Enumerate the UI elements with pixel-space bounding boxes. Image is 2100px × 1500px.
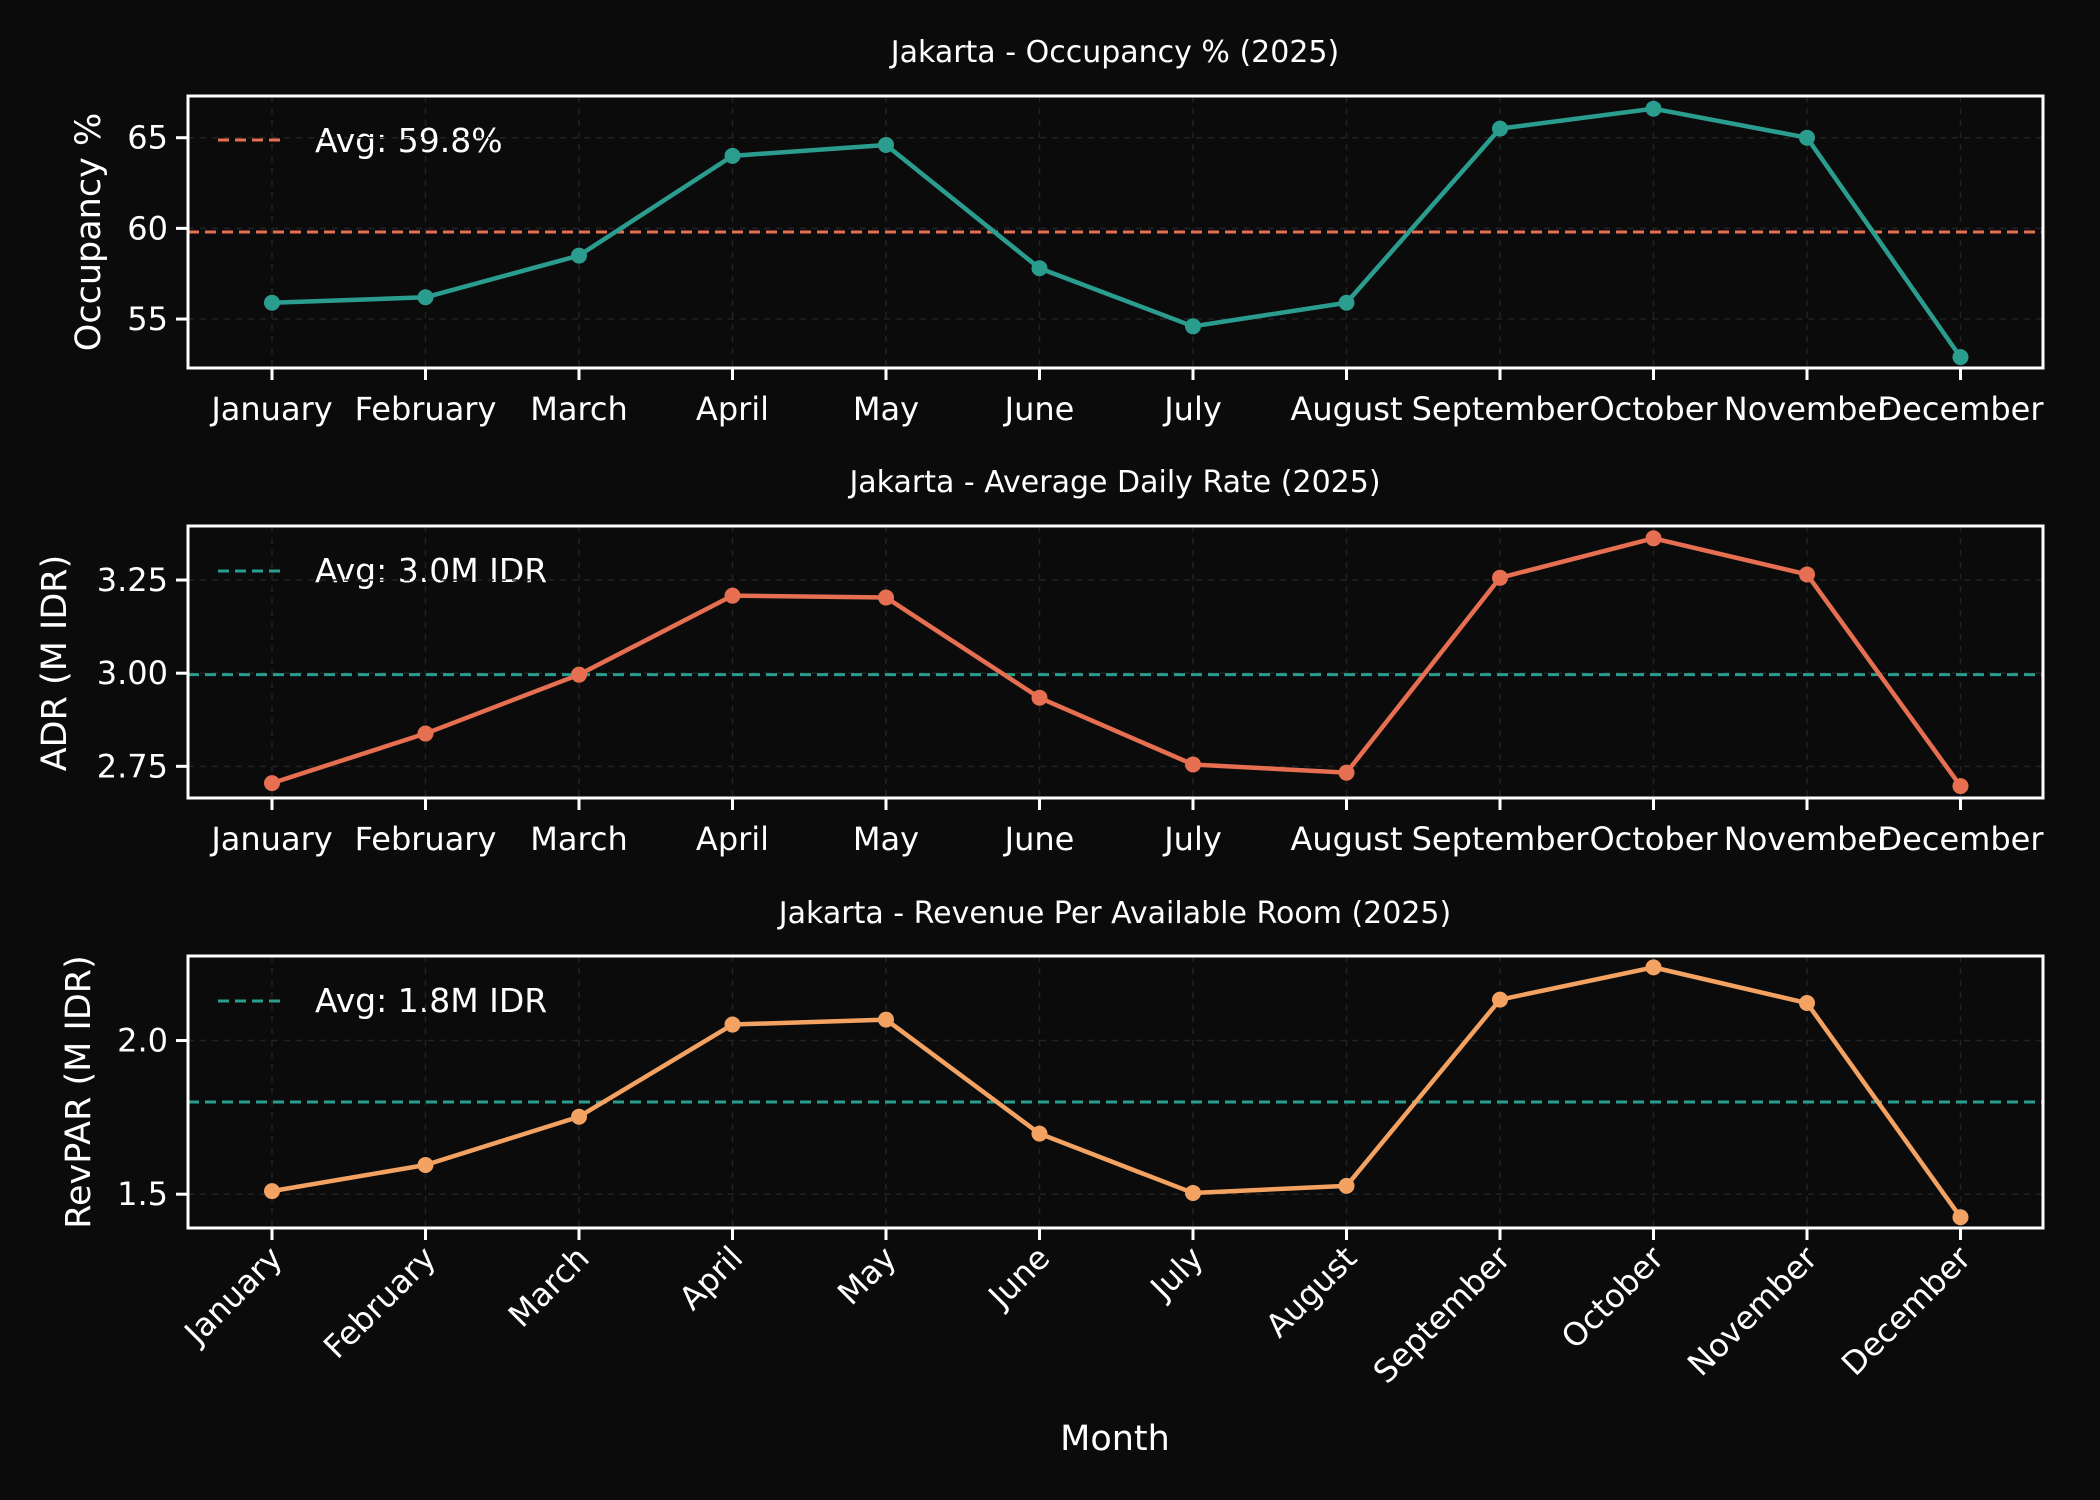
y-tick-label: 65	[127, 119, 168, 157]
adr-ylabel: ADR (M IDR)	[35, 555, 75, 772]
adr-panel: Jakarta - Average Daily Rate (2025) ADR …	[35, 465, 2045, 858]
data-point	[417, 725, 434, 742]
data-point	[1185, 318, 1201, 335]
plot-frame	[186, 954, 2045, 1230]
x-tick-label: April	[696, 390, 769, 428]
data-point	[1492, 991, 1508, 1008]
data-point	[571, 247, 587, 264]
data-point	[264, 294, 280, 311]
data-point	[1185, 756, 1201, 773]
x-tick-label: September	[1412, 820, 1590, 858]
x-tick-label: February	[355, 820, 497, 858]
data-point	[1185, 1184, 1201, 1201]
x-tick-label: February	[355, 390, 497, 428]
x-tick-label: June	[1003, 820, 1075, 858]
y-tick-label: 3.00	[97, 654, 168, 692]
data-point	[1799, 995, 1815, 1012]
data-point	[878, 589, 894, 606]
x-tick-label: January	[209, 390, 332, 428]
data-point	[1799, 129, 1815, 146]
data-point	[1952, 349, 1969, 366]
data-point	[1338, 764, 1355, 781]
x-tick-label: June	[1003, 390, 1075, 428]
y-tick-label: 55	[127, 300, 168, 338]
data-point	[1645, 530, 1662, 547]
data-point	[1492, 569, 1508, 586]
occupancy-title: Jakarta - Occupancy % (2025)	[889, 35, 1339, 70]
y-tick-label: 2.75	[97, 747, 168, 785]
data-point	[1338, 1177, 1355, 1194]
occupancy-legend-label: Avg: 59.8%	[315, 121, 503, 160]
x-tick-label: October	[1589, 390, 1718, 428]
x-tick-label: March	[530, 390, 628, 428]
x-tick-label: July	[1162, 390, 1222, 428]
adr-legend-label: Avg: 3.0M IDR	[315, 551, 547, 590]
data-point	[1492, 120, 1508, 137]
revpar-ylabel: RevPAR (M IDR)	[59, 955, 99, 1228]
data-point	[724, 147, 741, 164]
x-tick-label: May	[853, 820, 919, 858]
x-tick-label: January	[209, 820, 332, 858]
x-tick-label: March	[530, 820, 628, 858]
y-tick-label: 1.5	[117, 1175, 168, 1213]
data-point	[724, 587, 741, 604]
series-line	[271, 106, 1963, 359]
data-point	[571, 1108, 587, 1125]
data-point	[878, 136, 894, 153]
data-point	[878, 1011, 894, 1028]
y-tick-label: 60	[127, 209, 168, 247]
data-point	[724, 1016, 741, 1033]
x-tick-label: December	[1878, 390, 2045, 428]
data-point	[1952, 1209, 1969, 1226]
y-tick-label: 2.0	[117, 1022, 168, 1060]
x-axis-label: Month	[1060, 1419, 1170, 1459]
data-point	[1031, 689, 1048, 706]
x-tick-label: May	[853, 390, 919, 428]
adr-title: Jakarta - Average Daily Rate (2025)	[847, 465, 1380, 500]
x-tick-label: November	[1724, 390, 1891, 428]
data-point	[1031, 1125, 1048, 1142]
y-tick-label: 3.25	[97, 561, 168, 599]
x-tick-label: April	[696, 820, 769, 858]
data-point	[417, 289, 434, 306]
data-point	[1031, 260, 1048, 277]
x-tick-label: August	[1291, 390, 1403, 428]
data-point	[1338, 294, 1355, 311]
data-point	[1645, 100, 1662, 117]
data-point	[1645, 959, 1662, 976]
revpar-legend-label: Avg: 1.8M IDR	[315, 981, 547, 1020]
data-point	[264, 775, 280, 792]
series-line	[271, 536, 1963, 788]
x-tick-label: September	[1412, 390, 1590, 428]
x-tick-label: October	[1589, 820, 1718, 858]
data-point	[264, 1183, 280, 1200]
plot-frame	[186, 524, 2045, 800]
series-line	[271, 965, 1963, 1219]
data-point	[1799, 566, 1815, 583]
x-tick-label: November	[1724, 820, 1891, 858]
x-tick-label: December	[1878, 820, 2045, 858]
x-tick-label: August	[1291, 820, 1403, 858]
occupancy-panel: Jakarta - Occupancy % (2025) Occupancy %…	[69, 35, 2045, 428]
data-point	[1952, 778, 1969, 795]
data-point	[571, 666, 587, 683]
plot-frame	[186, 94, 2045, 370]
x-tick-label: July	[1162, 820, 1222, 858]
revpar-title: Jakarta - Revenue Per Available Room (20…	[777, 896, 1451, 931]
data-point	[417, 1156, 434, 1173]
occupancy-ylabel: Occupancy %	[69, 113, 109, 351]
